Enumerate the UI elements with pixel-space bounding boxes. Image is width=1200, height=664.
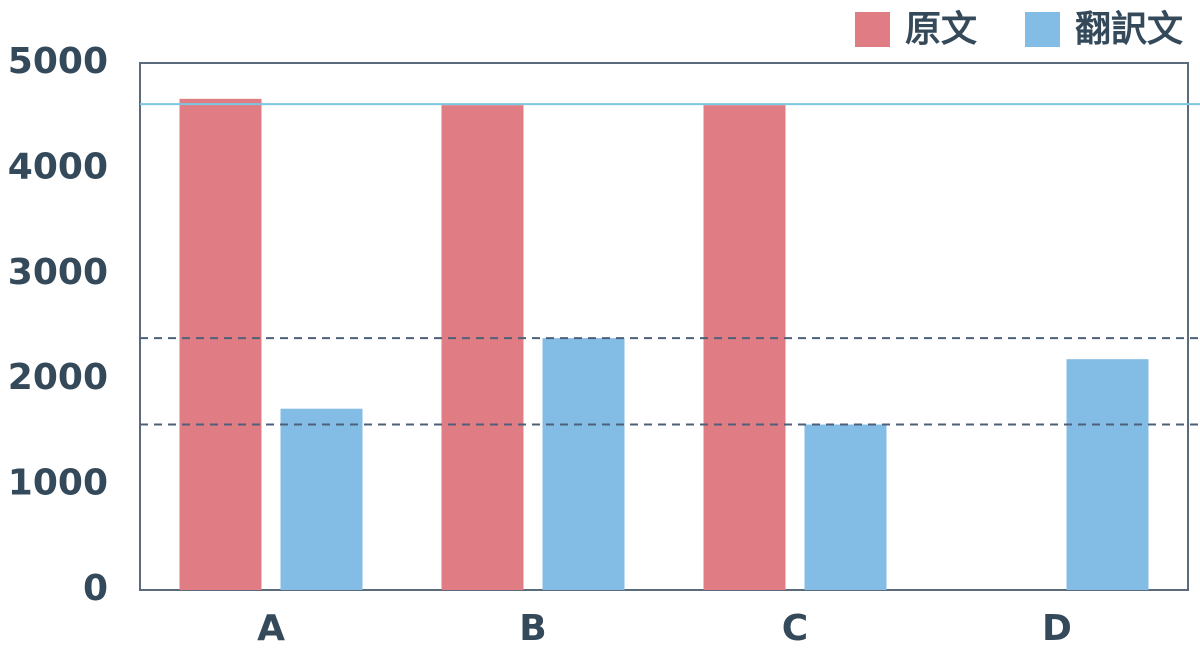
y-tick-label: 2000 — [8, 357, 108, 398]
y-tick-label: 1000 — [8, 463, 108, 504]
bar — [179, 98, 262, 590]
bar — [1066, 359, 1149, 590]
bar — [542, 338, 625, 590]
plot-frame — [139, 62, 1189, 591]
legend-swatch — [855, 12, 890, 47]
x-tick-label: D — [1042, 608, 1072, 649]
legend-label: 翻訳文 — [1075, 9, 1183, 50]
bar — [703, 105, 786, 590]
y-tick-label: 5000 — [8, 41, 108, 82]
x-tick-label: A — [257, 608, 285, 649]
bar — [441, 105, 524, 590]
x-tick-label: B — [519, 608, 546, 649]
bar — [280, 408, 363, 590]
legend-label: 原文 — [905, 9, 977, 50]
legend-swatch — [1025, 12, 1061, 47]
bar — [804, 424, 887, 590]
x-tick-label: C — [782, 608, 808, 649]
y-tick-label: 4000 — [8, 146, 108, 187]
y-tick-label: 3000 — [8, 252, 108, 293]
y-tick-label: 0 — [83, 568, 108, 609]
